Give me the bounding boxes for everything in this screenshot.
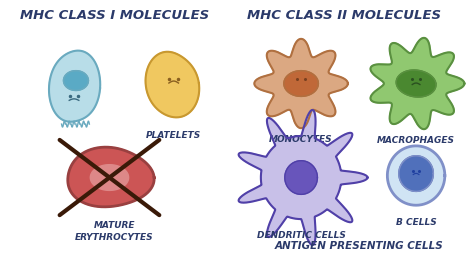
Polygon shape <box>371 38 465 129</box>
Text: MONOCYTES: MONOCYTES <box>269 135 333 144</box>
Polygon shape <box>255 39 348 128</box>
Text: MHC CLASS I MOLECULES: MHC CLASS I MOLECULES <box>20 9 209 22</box>
Polygon shape <box>91 165 128 190</box>
Text: DENDRITIC CELLS: DENDRITIC CELLS <box>256 231 346 240</box>
Polygon shape <box>146 52 199 117</box>
Text: B CELLS: B CELLS <box>396 218 437 227</box>
Polygon shape <box>68 147 154 207</box>
Polygon shape <box>399 156 433 191</box>
Polygon shape <box>49 51 100 122</box>
Polygon shape <box>64 71 88 90</box>
Polygon shape <box>285 161 318 194</box>
Text: PLATELETS: PLATELETS <box>146 131 201 140</box>
Text: MHC CLASS II MOLECULES: MHC CLASS II MOLECULES <box>247 9 441 22</box>
Text: ERYTHROCYTES: ERYTHROCYTES <box>75 233 154 242</box>
Polygon shape <box>387 146 445 205</box>
Text: MACROPHAGES: MACROPHAGES <box>377 136 455 145</box>
Polygon shape <box>396 70 436 97</box>
Polygon shape <box>238 110 367 245</box>
Text: MATURE: MATURE <box>93 221 135 230</box>
Polygon shape <box>284 71 319 96</box>
Text: ANTIGEN PRESENTING CELLS: ANTIGEN PRESENTING CELLS <box>274 241 443 251</box>
